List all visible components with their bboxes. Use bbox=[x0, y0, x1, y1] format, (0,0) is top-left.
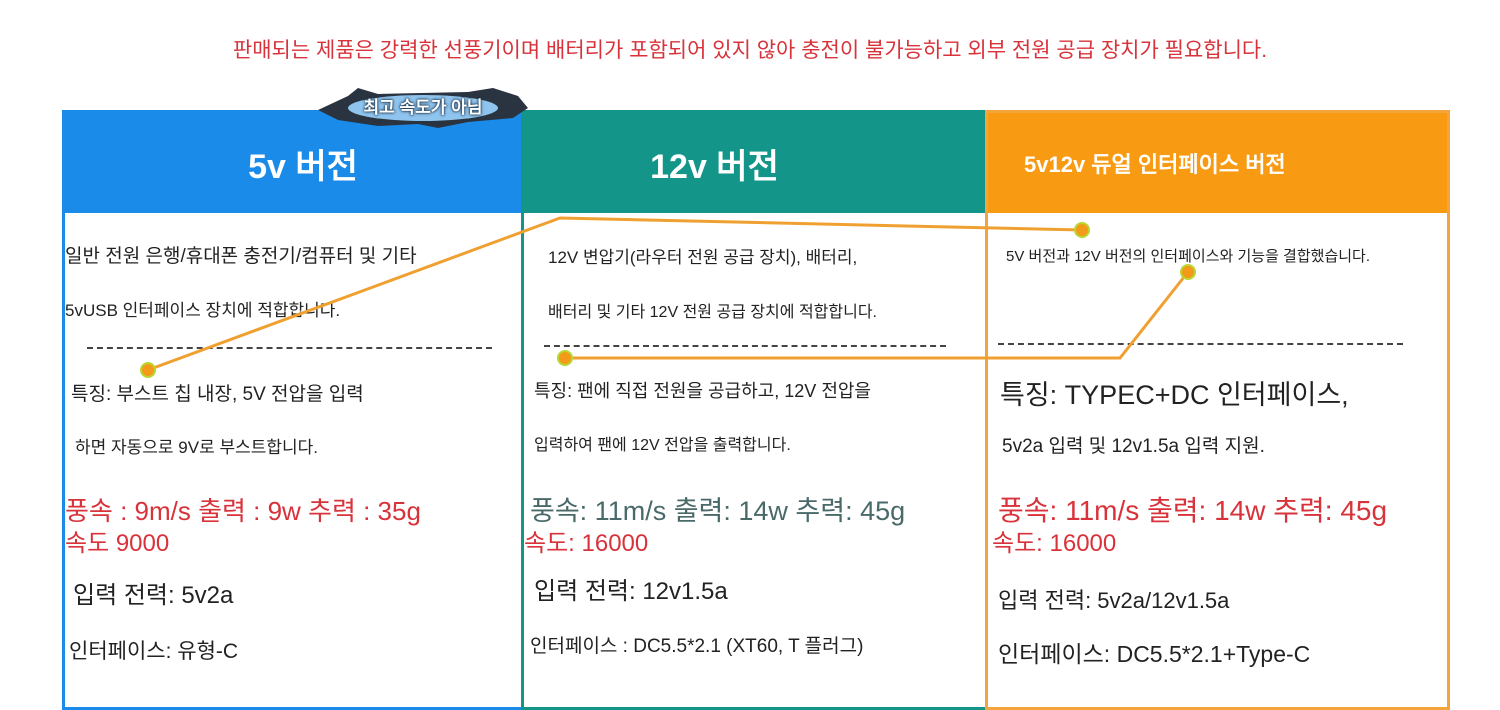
divider bbox=[544, 345, 946, 347]
desc-line: 12V 변압기(라우터 전원 공급 장치), 배터리, bbox=[548, 248, 858, 267]
interface: 인터페이스: 유형-C bbox=[69, 640, 239, 663]
desc-line: 5V 버전과 12V 버전의 인터페이스와 기능을 결합했습니다. bbox=[1006, 248, 1371, 265]
column-title: 5v 버전 bbox=[65, 113, 521, 213]
column-title: 12v 버전 bbox=[524, 113, 985, 213]
column-12v: 12v 버전 12V 변압기(라우터 전원 공급 장치), 배터리, 배터리 및… bbox=[521, 110, 988, 710]
speed: 속도 9000 bbox=[65, 530, 170, 557]
column-dual: 5v12v 듀얼 인터페이스 버전 5V 버전과 12V 버전의 인터페이스와 … bbox=[985, 110, 1450, 710]
column-5v: 5v 버전 일반 전원 은행/휴대폰 충전기/컴퓨터 및 기타 5vUSB 인터… bbox=[62, 110, 524, 710]
notice-banner: 판매되는 제품은 강력한 선풍기이며 배터리가 포함되어 있지 않아 충전이 불… bbox=[232, 39, 1268, 62]
feature-line: 5v2a 입력 및 12v1.5a 입력 지원. bbox=[1002, 436, 1265, 457]
feature-line: 특징: 부스트 칩 내장, 5V 전압을 입력 bbox=[71, 384, 364, 405]
column-title: 5v12v 듀얼 인터페이스 버전 bbox=[988, 113, 1447, 213]
feature-line: 특징: TYPEC+DC 인터페이스, bbox=[1000, 380, 1349, 410]
speed: 속도: 16000 bbox=[524, 530, 649, 557]
desc-line: 배터리 및 기타 12V 전원 공급 장치에 적합합니다. bbox=[548, 304, 877, 321]
feature-line: 특징: 팬에 직접 전원을 공급하고, 12V 전압을 bbox=[534, 381, 871, 401]
interface: 인터페이스: DC5.5*2.1+Type-C bbox=[998, 641, 1311, 667]
feature-line: 입력하여 팬에 12V 전압을 출력합니다. bbox=[534, 437, 791, 454]
desc-line: 5vUSB 인터페이스 장치에 적합합니다. bbox=[65, 301, 341, 320]
interface: 인터페이스 : DC5.5*2.1 (XT60, T 플러그) bbox=[530, 636, 864, 657]
divider bbox=[998, 343, 1403, 345]
specs: 풍속: 11m/s 출력: 14w 추력: 45g bbox=[530, 496, 906, 526]
specs: 풍속 : 9m/s 출력 : 9w 추력 : 35g bbox=[65, 496, 421, 526]
not-top-speed-badge: 최고 속도가 아님 bbox=[318, 88, 528, 128]
speed: 속도: 16000 bbox=[992, 530, 1117, 557]
specs: 풍속: 11m/s 출력: 14w 추력: 45g bbox=[998, 495, 1388, 526]
input-power: 입력 전력: 12v1.5a bbox=[534, 578, 728, 605]
burst-icon bbox=[318, 88, 528, 128]
input-power: 입력 전력: 5v2a/12v1.5a bbox=[998, 588, 1230, 613]
input-power: 입력 전력: 5v2a bbox=[73, 582, 234, 609]
desc-line: 일반 전원 은행/휴대폰 충전기/컴퓨터 및 기타 bbox=[65, 246, 417, 267]
feature-line: 하면 자동으로 9V로 부스트합니다. bbox=[75, 438, 319, 457]
divider bbox=[87, 347, 492, 349]
